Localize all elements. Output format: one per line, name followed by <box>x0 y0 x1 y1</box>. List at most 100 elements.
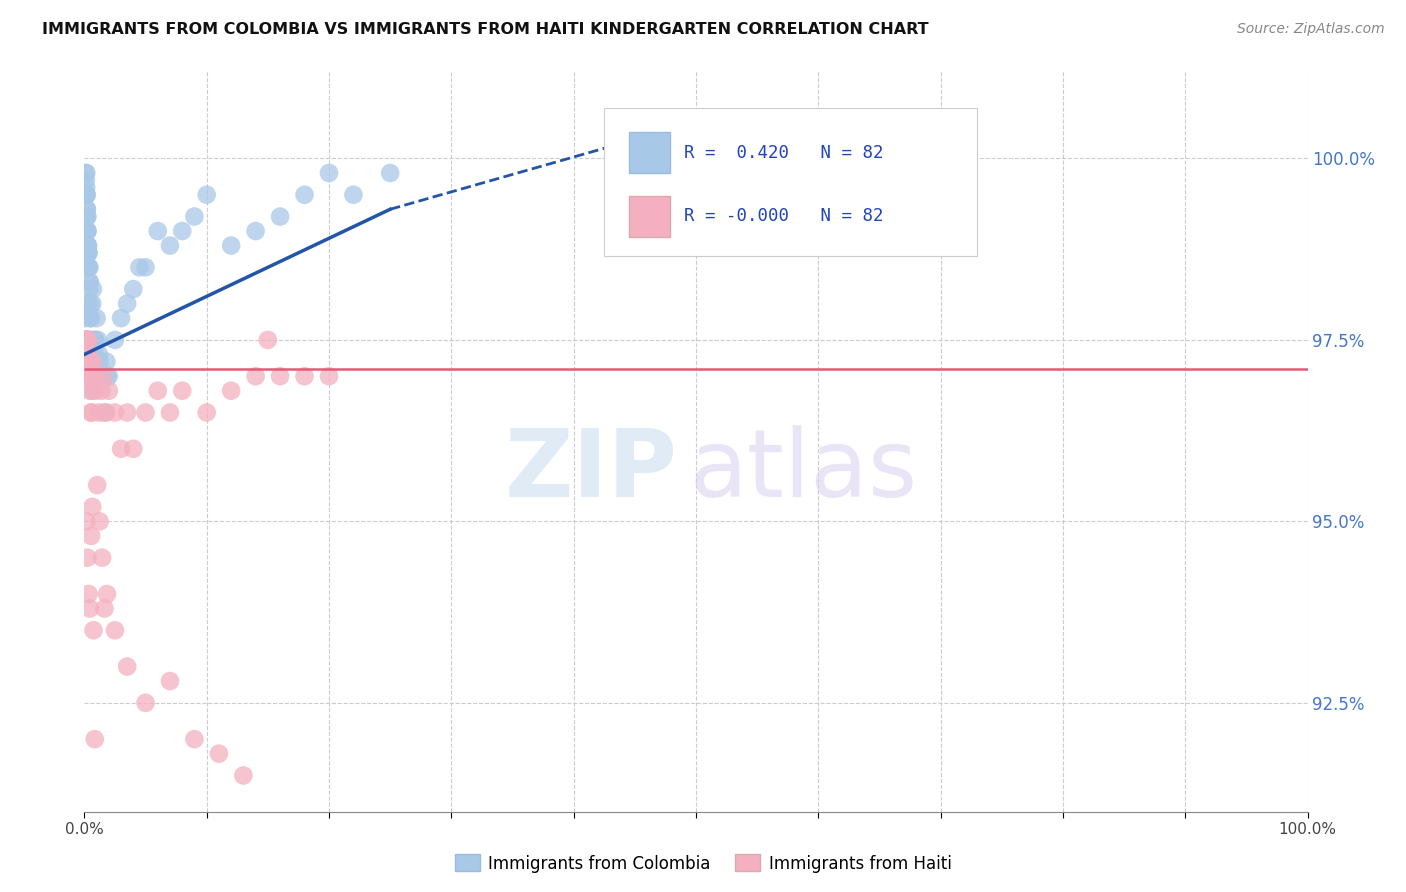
Point <box>76 238 98 252</box>
Point <box>77 354 100 368</box>
Point <box>76 333 98 347</box>
Point <box>342 187 364 202</box>
Point <box>75 347 97 361</box>
Point <box>76 210 98 224</box>
Point <box>75 333 97 347</box>
Point <box>76 333 98 347</box>
Point <box>79 296 101 310</box>
Point <box>77 369 100 384</box>
Point <box>380 166 402 180</box>
Point <box>86 369 108 384</box>
Legend: Immigrants from Colombia, Immigrants from Haiti: Immigrants from Colombia, Immigrants fro… <box>449 847 957 880</box>
Point <box>79 369 101 384</box>
Point <box>208 747 231 761</box>
Point <box>90 384 112 398</box>
Point <box>77 275 100 289</box>
Point <box>232 768 254 782</box>
Point <box>97 384 120 398</box>
Point <box>159 674 181 689</box>
Point <box>87 347 110 361</box>
Point <box>159 238 181 252</box>
Point <box>80 369 103 384</box>
Point <box>76 238 98 252</box>
Point <box>146 384 169 398</box>
Point <box>80 311 103 326</box>
Point <box>80 384 103 398</box>
Point <box>82 405 104 419</box>
Point <box>87 405 110 419</box>
Point <box>75 333 97 347</box>
Point <box>77 238 100 252</box>
Point <box>91 369 114 384</box>
Point <box>128 260 150 275</box>
Point <box>79 333 101 347</box>
Point <box>73 311 96 326</box>
Point <box>76 245 98 260</box>
Point <box>76 224 98 238</box>
Point <box>76 354 98 368</box>
Point <box>75 187 97 202</box>
Point <box>75 369 97 384</box>
Point <box>76 354 98 368</box>
Point <box>89 515 111 529</box>
Point <box>172 384 194 398</box>
Point <box>79 275 101 289</box>
Point <box>76 210 98 224</box>
Point <box>172 224 194 238</box>
Point <box>195 405 218 419</box>
Point <box>122 282 145 296</box>
Point <box>75 166 97 180</box>
Point <box>115 659 138 673</box>
Point <box>93 405 115 419</box>
Point <box>86 311 108 326</box>
Point <box>77 369 100 384</box>
Point <box>77 260 100 275</box>
Point <box>93 369 115 384</box>
Point <box>76 354 98 368</box>
Point <box>75 166 97 180</box>
Point <box>77 354 100 368</box>
Point <box>76 224 98 238</box>
Point <box>83 732 105 747</box>
Point <box>91 550 114 565</box>
Point <box>91 369 114 384</box>
Point <box>84 384 107 398</box>
Point <box>110 442 132 456</box>
Point <box>245 224 267 238</box>
Point <box>135 260 157 275</box>
Point <box>84 333 107 347</box>
Text: Source: ZipAtlas.com: Source: ZipAtlas.com <box>1237 22 1385 37</box>
Point <box>77 369 100 384</box>
Point <box>83 347 105 361</box>
Point <box>219 384 242 398</box>
Point <box>87 333 110 347</box>
Point <box>257 333 280 347</box>
FancyBboxPatch shape <box>605 109 977 257</box>
Point <box>75 515 97 529</box>
Point <box>75 173 97 187</box>
Point <box>104 405 127 419</box>
Point <box>77 245 100 260</box>
Point <box>80 529 103 543</box>
Point <box>96 405 118 419</box>
Point <box>115 405 138 419</box>
Text: ZIP: ZIP <box>505 425 678 517</box>
Point <box>79 384 101 398</box>
Point <box>76 210 98 224</box>
Point <box>75 187 97 202</box>
Point <box>86 369 108 384</box>
Point <box>77 333 100 347</box>
Point <box>75 354 97 368</box>
Point <box>77 245 100 260</box>
Point <box>97 369 120 384</box>
Point <box>82 354 104 368</box>
Point <box>75 187 97 202</box>
Point <box>76 202 98 217</box>
Point <box>146 224 169 238</box>
Point <box>77 354 100 368</box>
Point <box>82 354 104 368</box>
Point <box>76 187 98 202</box>
Point <box>76 369 98 384</box>
Point <box>269 369 291 384</box>
Text: atlas: atlas <box>690 425 918 517</box>
